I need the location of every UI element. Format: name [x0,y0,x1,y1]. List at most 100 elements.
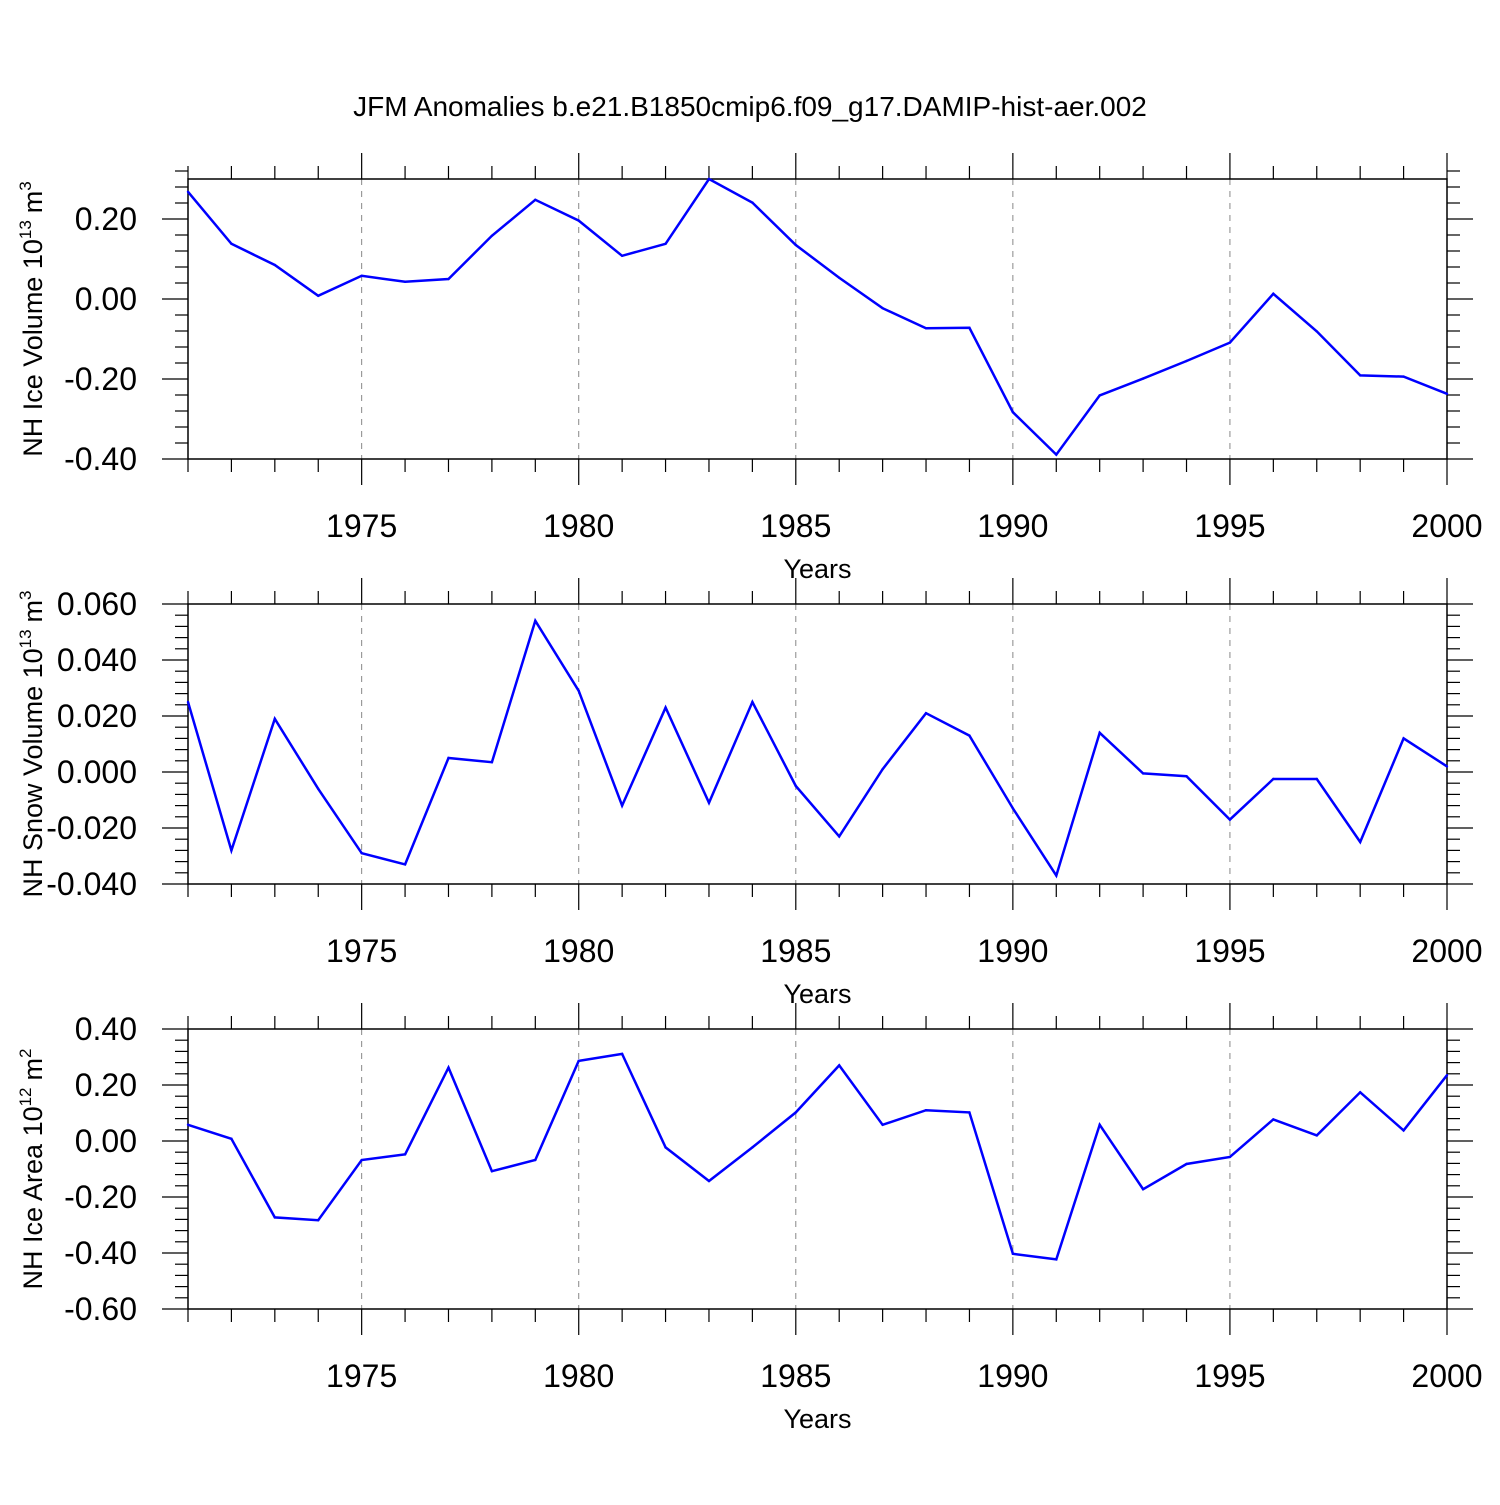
y-tick-label-0.20: 0.20 [75,1067,137,1103]
data-point-1999 [1402,737,1405,740]
series-line [187,1052,1448,1261]
data-point-1982 [664,242,667,245]
y-axis-label-ylabel-exp: 13 [16,629,35,648]
x-tick-label-1990: 1990 [977,933,1048,969]
data-point-1977 [447,1066,450,1069]
data-point-1997 [1315,330,1318,333]
y-axis-label: NH Ice Area 1012 m2 [16,1049,48,1290]
data-point-1993 [1141,1187,1145,1191]
data-point-1982 [664,706,667,709]
y-tick-label-0.40: 0.40 [75,1011,137,1047]
data-point-1979 [534,198,537,201]
data-point-1981 [620,1052,624,1056]
data-point-1986 [838,276,841,279]
x-tick-label-1995: 1995 [1194,1358,1265,1394]
data-point-1989 [968,326,971,329]
data-point-1987 [881,307,884,310]
data-point-1974 [317,294,320,297]
plot-frame [187,178,1448,460]
y-tick-label-0.00: 0.00 [75,1123,137,1159]
y-axis-label-ylabel-main: NH Ice Volume 10 [18,239,48,457]
x-tick-label-1975: 1975 [326,1358,397,1394]
plot-frame [187,603,1448,885]
data-point-1997 [1315,777,1318,781]
x-tick-label-1985: 1985 [760,933,831,969]
data-point-1997 [1315,1134,1318,1137]
data-point-1981 [620,804,624,807]
data-point-1988 [924,712,928,715]
data-point-1984 [751,700,754,704]
data-point-1999 [1402,1129,1405,1132]
x-axis-label: Years [783,554,851,584]
y-axis-label-ylabel-unit: m [18,1058,48,1081]
x-tick-label-1995: 1995 [1194,508,1265,544]
data-point-1995 [1228,341,1232,344]
x-tick-label-2000: 2000 [1411,508,1482,544]
data-point-1975 [360,1158,363,1162]
y-tick-label-0.00: 0.00 [75,281,137,317]
y-axis-label: NH Snow Volume 1013 m3 [16,590,48,897]
data-point-1992 [1098,1123,1101,1126]
data-point-1982 [664,1146,667,1149]
data-point-1996 [1272,777,1275,781]
data-point-1993 [1141,772,1145,775]
data-point-1992 [1098,731,1101,734]
data-point-1986 [838,1064,841,1067]
data-point-1973 [273,263,277,267]
x-tick-label-1995: 1995 [1194,933,1265,969]
y-axis-label-ylabel-unit-exp: 3 [16,590,35,599]
data-point-1976 [403,1153,407,1156]
data-point-1984 [751,201,754,204]
data-point-1977 [447,277,450,281]
data-point-1996 [1272,292,1275,295]
data-point-1975 [360,274,363,277]
panel-2: -0.040 -0.020 0.000 0.020 0.040 0.060 1975 1980… [16,578,1483,1009]
data-point-1985 [794,243,797,247]
data-point-1974 [317,1219,320,1222]
y-tick-label--0.20: -0.20 [64,1179,137,1215]
data-point-1998 [1358,840,1362,844]
y-tick-label-0.000: 0.000 [57,754,137,790]
y-axis-label-ylabel-main: NH Snow Volume 10 [18,648,48,897]
data-point-1989 [968,734,971,737]
data-point-2000 [1445,1074,1449,1077]
y-axis-label-ylabel-unit: m [18,600,48,623]
data-point-1994 [1185,775,1188,778]
data-point-2000 [1445,392,1449,395]
data-point-1984 [751,1146,754,1149]
x-tick-label-1980: 1980 [543,933,614,969]
data-point-1973 [273,1216,277,1219]
y-axis-label-ylabel-exp: 12 [16,1087,35,1106]
plot-frame [187,1028,1448,1310]
chart-title: JFM Anomalies b.e21.B1850cmip6.f09_g17.D… [353,91,1147,122]
data-point-1980 [577,689,580,692]
y-tick-label--0.20: -0.20 [64,361,137,397]
data-point-1983 [707,177,711,181]
x-axis-label: Years [783,979,851,1009]
panel-1: -0.40 -0.20 0.00 0.20 1975 1980 1985 1990 1995 20… [16,153,1483,584]
y-tick-label--0.020: -0.020 [46,810,137,846]
y-axis-label-ylabel-main: NH Ice Area 10 [18,1106,48,1289]
data-point-2000 [1445,765,1449,768]
data-point-1998 [1358,374,1362,377]
data-point-1999 [1402,375,1405,378]
data-point-1990 [1011,1252,1015,1256]
data-point-1990 [1011,807,1015,810]
data-point-1993 [1141,377,1145,380]
data-point-1979 [534,1158,537,1162]
data-point-1989 [968,1111,971,1114]
data-point-1992 [1098,394,1101,397]
data-point-1972 [230,1137,233,1140]
x-tick-label-1985: 1985 [760,508,831,544]
data-point-1979 [534,619,537,622]
data-point-1972 [230,849,233,852]
y-tick-label--0.60: -0.60 [64,1291,137,1327]
data-point-1991 [1055,453,1058,456]
data-point-1994 [1185,1162,1188,1166]
data-point-1980 [577,219,580,222]
y-tick-label--0.040: -0.040 [46,866,137,902]
data-point-1995 [1228,1155,1232,1159]
x-axis-label: Years [783,1404,851,1434]
y-axis-label-ylabel-unit-exp: 3 [16,181,35,190]
data-point-1975 [360,852,363,855]
